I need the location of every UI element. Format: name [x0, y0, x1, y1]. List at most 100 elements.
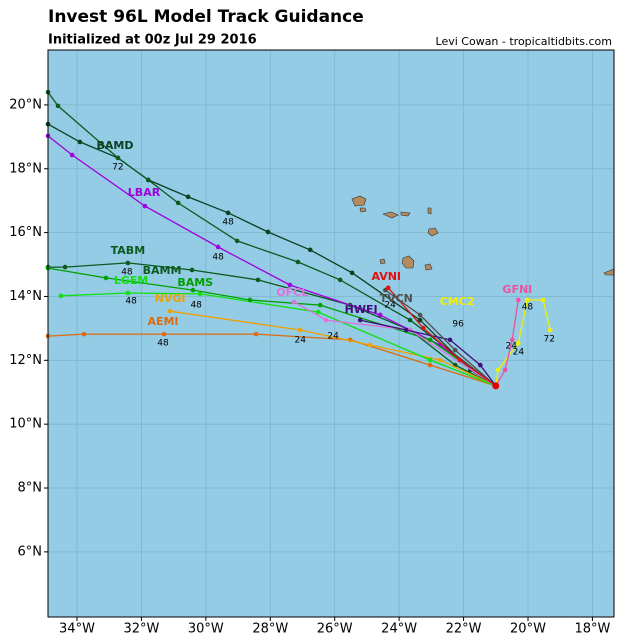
- track-point: [81, 331, 87, 337]
- track-point: [55, 103, 61, 109]
- subtitle: Initialized at 00z Jul 29 2016: [48, 33, 257, 48]
- model-label: BAMD: [97, 139, 134, 152]
- track-point: [452, 347, 458, 353]
- model-label: AEMI: [147, 315, 178, 328]
- track-point: [525, 297, 530, 303]
- hour-label: 24: [384, 301, 396, 311]
- x-tick-label: 28°W: [252, 622, 288, 636]
- track-point: [427, 337, 433, 343]
- track-line: [47, 91, 497, 387]
- model-label: TABM: [111, 244, 146, 257]
- model-label: OFCL: [276, 286, 308, 299]
- track-point: [295, 259, 301, 265]
- track-point: [307, 247, 313, 253]
- track-point: [427, 357, 433, 363]
- hour-label: 24: [513, 348, 525, 358]
- x-tick-label: 24°W: [381, 622, 417, 636]
- hour-label: 48: [222, 218, 234, 228]
- model-label: LGEM: [114, 274, 149, 287]
- title: Invest 96L Model Track Guidance: [48, 7, 364, 27]
- y-tick-label: 18°N: [9, 161, 42, 176]
- track-point: [103, 275, 109, 281]
- track-line: [387, 287, 497, 387]
- track-point: [115, 155, 121, 161]
- y-tick-label: 20°N: [9, 97, 42, 112]
- track-point: [234, 238, 240, 244]
- track-point: [190, 287, 196, 293]
- x-tick-label: 22°W: [446, 622, 482, 636]
- track-point: [407, 317, 413, 323]
- track-point: [427, 362, 433, 368]
- track-point: [58, 293, 64, 299]
- hour-label: 24: [327, 332, 339, 342]
- x-tick-label: 20°W: [510, 622, 546, 636]
- track-line: [47, 123, 497, 387]
- credit: Levi Cowan - tropicaltidbits.com: [436, 35, 612, 48]
- track-point: [502, 367, 508, 373]
- track-point: [189, 267, 195, 273]
- track-point: [125, 260, 131, 266]
- track-point: [357, 317, 363, 323]
- track-point: [297, 327, 303, 333]
- track-point: [385, 285, 391, 291]
- y-tick-label: 10°N: [9, 417, 42, 432]
- y-tick-label: 16°N: [9, 225, 42, 240]
- track-point: [377, 312, 383, 318]
- grid: [48, 50, 614, 617]
- x-tick-label: 34°W: [59, 622, 95, 636]
- track-point: [145, 177, 151, 183]
- track-point: [349, 270, 355, 276]
- y-tick-label: 6°N: [18, 544, 43, 559]
- track-point: [403, 327, 409, 333]
- hour-label: 72: [112, 163, 123, 173]
- hour-label: 48: [125, 296, 137, 306]
- track-point: [317, 302, 323, 308]
- model-label: CMC2: [440, 295, 475, 308]
- track-point: [185, 194, 191, 200]
- track-point: [225, 210, 231, 216]
- hour-label: 48: [212, 252, 224, 262]
- y-tick-label: 14°N: [9, 289, 42, 304]
- track-point: [161, 331, 167, 337]
- hour-label: 24: [295, 335, 307, 345]
- track-point: [315, 309, 321, 315]
- track-point: [167, 308, 173, 314]
- track-point: [287, 282, 293, 288]
- map-frame: [47, 49, 615, 618]
- labels: TABM BAMD BAMM LBAR AEMI NVGI LGEM BAMS OFCL HWFI…: [97, 139, 555, 357]
- tracks: [45, 89, 553, 390]
- model-label: HWFI: [345, 303, 378, 316]
- track-point: [540, 297, 546, 303]
- model-label: TVCN: [380, 292, 413, 305]
- x-tick-label: 26°W: [317, 622, 353, 636]
- hour-label: 96: [452, 319, 464, 329]
- x-tick-label: 32°W: [123, 622, 159, 636]
- track-point: [437, 357, 443, 363]
- y-tick-label: 12°N: [9, 353, 42, 368]
- track-line: [60, 292, 497, 387]
- track-point: [253, 331, 259, 337]
- track-point: [417, 317, 423, 323]
- track-line: [384, 289, 497, 387]
- track-point: [69, 152, 75, 158]
- track-point: [142, 203, 148, 209]
- model-label: BAMM: [143, 264, 182, 277]
- track-point: [457, 357, 463, 363]
- hour-label: 24: [506, 341, 518, 351]
- track-point: [516, 340, 521, 346]
- initial-position: [492, 382, 500, 390]
- hour-label: 48: [522, 303, 534, 313]
- islands: [351, 195, 615, 276]
- track-point: [478, 362, 483, 368]
- hour-label: 48: [190, 301, 202, 311]
- model-label: BAMS: [177, 276, 213, 289]
- track-point: [197, 291, 203, 297]
- model-label: AVNI: [371, 270, 401, 283]
- track-point: [447, 337, 453, 343]
- track-line: [293, 301, 497, 387]
- track-point: [255, 277, 261, 283]
- track-point: [516, 297, 521, 303]
- track-point: [547, 327, 553, 333]
- track-line: [495, 299, 551, 386]
- track-point: [323, 317, 329, 323]
